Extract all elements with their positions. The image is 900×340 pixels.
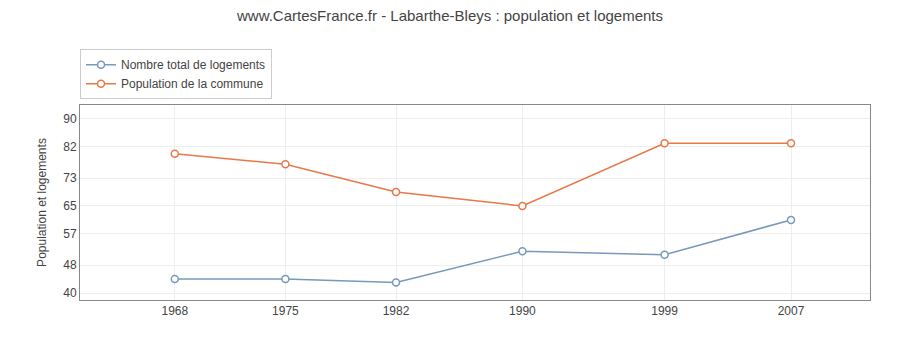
svg-text:73: 73: [63, 171, 77, 185]
svg-text:40: 40: [63, 286, 77, 300]
svg-text:2007: 2007: [778, 304, 805, 318]
svg-text:Population et logements: Population et logements: [35, 138, 49, 267]
svg-text:1990: 1990: [509, 304, 536, 318]
svg-text:90: 90: [63, 112, 77, 126]
svg-text:1975: 1975: [272, 304, 299, 318]
svg-text:Nombre total de logements: Nombre total de logements: [121, 58, 265, 72]
svg-text:1999: 1999: [651, 304, 678, 318]
svg-text:Population de la commune: Population de la commune: [121, 77, 263, 91]
svg-text:65: 65: [63, 199, 77, 213]
svg-text:1982: 1982: [383, 304, 410, 318]
svg-text:www.CartesFrance.fr - Labarthe: www.CartesFrance.fr - Labarthe-Bleys : p…: [236, 7, 663, 24]
svg-text:1968: 1968: [161, 304, 188, 318]
svg-text:57: 57: [63, 227, 77, 241]
svg-text:82: 82: [63, 140, 77, 154]
svg-text:48: 48: [63, 258, 77, 272]
